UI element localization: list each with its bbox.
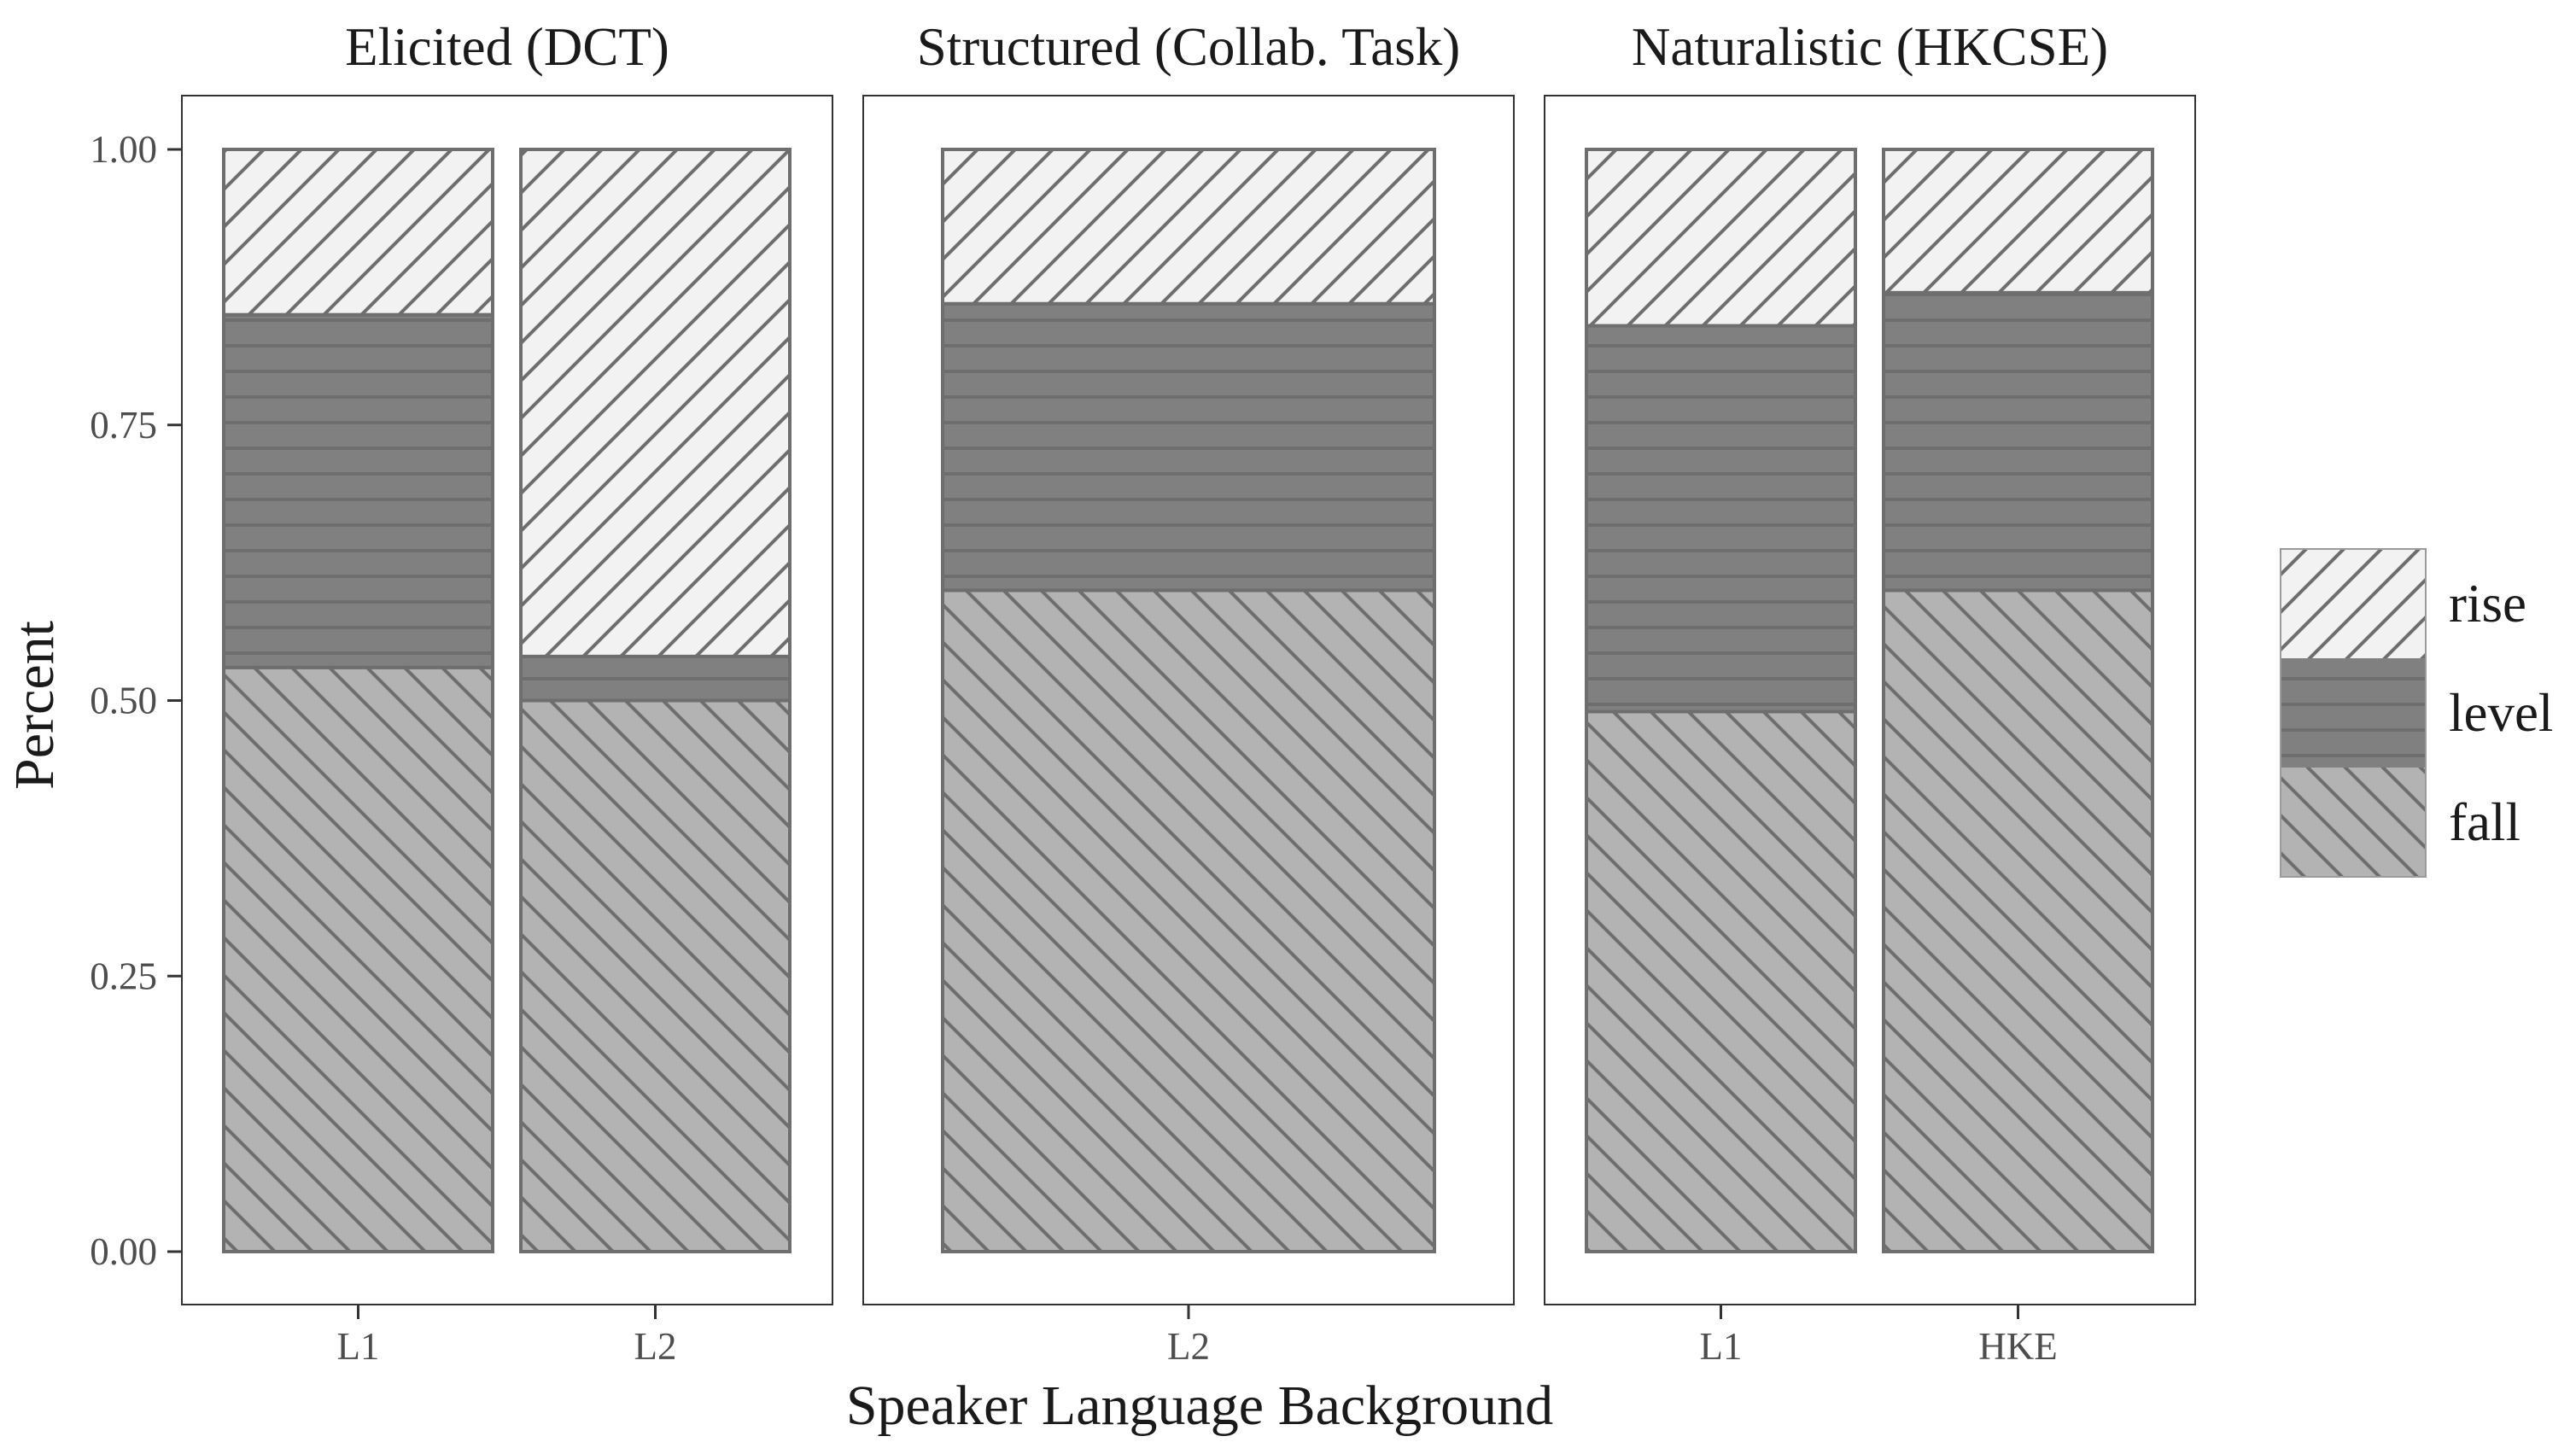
bar-segment-rise [1882, 148, 2154, 295]
bar-segment-rise [941, 148, 1436, 306]
panel-border [181, 95, 833, 1305]
legend-key-level [2281, 658, 2426, 768]
x-tick-label: L1 [1700, 1325, 1743, 1368]
panel-border [862, 95, 1515, 1305]
x-tick-label: L1 [337, 1325, 380, 1368]
y-tick-label: 0.50 [90, 680, 157, 722]
stacked-bar [519, 148, 791, 1253]
legend-label-level: level [2449, 683, 2553, 743]
bar-segment-fall [1882, 588, 2154, 1253]
panel-border [1544, 95, 2196, 1305]
legend-label-rise: rise [2449, 574, 2526, 634]
facet-panel: Elicited (DCT) L1 L2 [181, 17, 833, 1368]
y-axis: Percent 0.00 0.25 0.50 0.75 1.00 [3, 128, 182, 1273]
stacked-bar [1585, 148, 1857, 1253]
y-tick-label: 0.25 [90, 955, 157, 997]
legend-border [2280, 548, 2427, 878]
facet-title: Structured (Collab. Task) [917, 17, 1461, 77]
stacked-bar [222, 148, 494, 1253]
bar-segment-fall [941, 588, 1436, 1253]
y-axis-title: Percent [3, 621, 66, 790]
x-tick-label: L2 [1167, 1325, 1210, 1368]
bar-segment-level [222, 312, 494, 669]
stacked-bar [941, 148, 1436, 1253]
bar-segment-fall [222, 665, 494, 1253]
y-tick-label: 1.00 [90, 128, 157, 171]
x-tick-label: L2 [634, 1325, 677, 1368]
x-axis-title: Speaker Language Background [846, 1375, 1553, 1437]
bar-segment-fall [1585, 709, 1857, 1253]
facet-title: Naturalistic (HKCSE) [1632, 17, 2108, 77]
bar-segment-rise [519, 148, 791, 658]
facet-title: Elicited (DCT) [345, 17, 669, 77]
legend: rise level fall [2280, 548, 2553, 878]
bar-segment-rise [1585, 148, 1857, 328]
bar-segment-level [519, 654, 791, 703]
y-axis-ticks: 0.00 0.25 0.50 0.75 1.00 [90, 128, 182, 1273]
legend-label-fall: fall [2449, 792, 2521, 852]
bar-segment-fall [519, 698, 791, 1253]
bar-segment-rise [222, 148, 494, 317]
y-tick-label: 0.00 [90, 1230, 157, 1273]
facet-panel: Structured (Collab. Task) L2 [862, 17, 1515, 1368]
y-tick-label: 0.75 [90, 404, 157, 447]
facet-panel: Naturalistic (HKCSE) L1 HKE [1544, 17, 2196, 1368]
legend-key-rise [2281, 549, 2426, 658]
legend-key-fall [2281, 768, 2426, 877]
bar-segment-level [1882, 290, 2154, 593]
bar-segment-level [941, 301, 1436, 593]
x-tick-label: HKE [1978, 1325, 2057, 1368]
stacked-bar [1882, 148, 2154, 1253]
bar-segment-level [1585, 324, 1857, 714]
